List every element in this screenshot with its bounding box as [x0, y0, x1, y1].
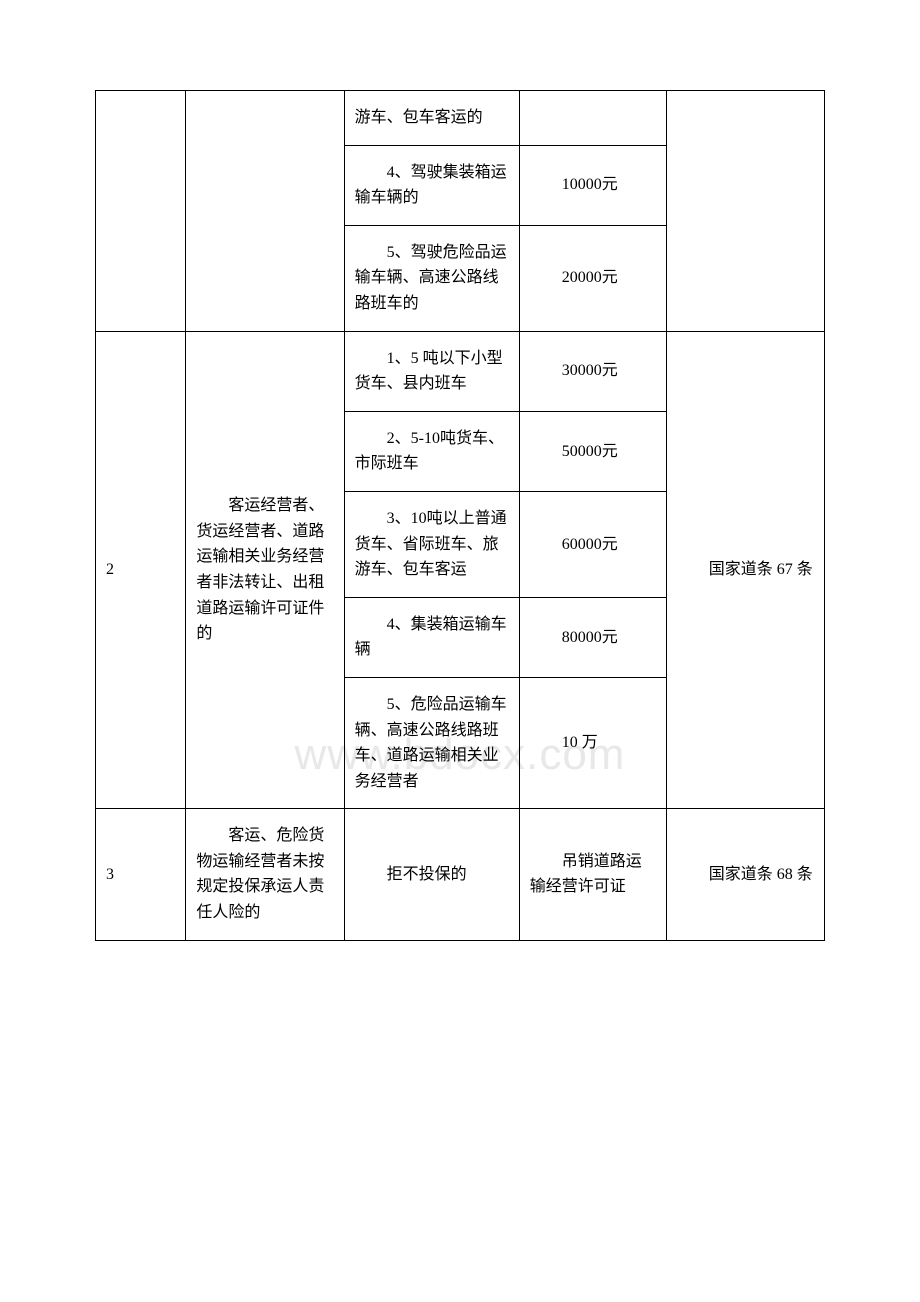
cell-detail: 3、10吨以上普通货车、省际班车、旅游车、包车客运	[344, 491, 519, 597]
cell-detail: 5、驾驶危险品运输车辆、高速公路线路班车的	[344, 225, 519, 331]
regulation-table: 游车、包车客运的 4、驾驶集装箱运输车辆的 10000元 5、驾驶危险品运输车辆…	[95, 90, 825, 941]
cell-law: 国家道条 68 条	[666, 809, 824, 940]
cell-detail: 游车、包车客运的	[344, 91, 519, 146]
table-row: 2 客运经营者、货运经营者、道路运输相关业务经营者非法转让、出租道路运输许可证件…	[96, 331, 825, 411]
cell-penalty: 80000元	[519, 597, 666, 677]
cell-penalty: 10000元	[519, 145, 666, 225]
cell-detail: 2、5-10吨货车、市际班车	[344, 411, 519, 491]
cell-law: 国家道条 67 条	[666, 331, 824, 809]
cell-desc: 客运、危险货物运输经营者未按规定投保承运人责任人险的	[186, 809, 344, 940]
cell-detail: 4、集装箱运输车辆	[344, 597, 519, 677]
cell-penalty: 20000元	[519, 225, 666, 331]
cell-penalty: 60000元	[519, 491, 666, 597]
cell-law-empty	[666, 91, 824, 332]
cell-penalty: 10 万	[519, 677, 666, 808]
cell-detail: 1、5 吨以下小型货车、县内班车	[344, 331, 519, 411]
cell-penalty: 50000元	[519, 411, 666, 491]
cell-num-empty	[96, 91, 186, 332]
cell-detail: 4、驾驶集装箱运输车辆的	[344, 145, 519, 225]
cell-detail: 5、危险品运输车辆、高速公路线路班车、道路运输相关业务经营者	[344, 677, 519, 808]
cell-detail: 拒不投保的	[344, 809, 519, 940]
cell-desc: 客运经营者、货运经营者、道路运输相关业务经营者非法转让、出租道路运输许可证件的	[186, 331, 344, 809]
cell-penalty: 30000元	[519, 331, 666, 411]
table-row: 3 客运、危险货物运输经营者未按规定投保承运人责任人险的 拒不投保的 吊销道路运…	[96, 809, 825, 940]
cell-num: 2	[96, 331, 186, 809]
cell-penalty: 吊销道路运输经营许可证	[519, 809, 666, 940]
table-row: 游车、包车客运的	[96, 91, 825, 146]
cell-desc-empty	[186, 91, 344, 332]
cell-penalty	[519, 91, 666, 146]
cell-num: 3	[96, 809, 186, 940]
